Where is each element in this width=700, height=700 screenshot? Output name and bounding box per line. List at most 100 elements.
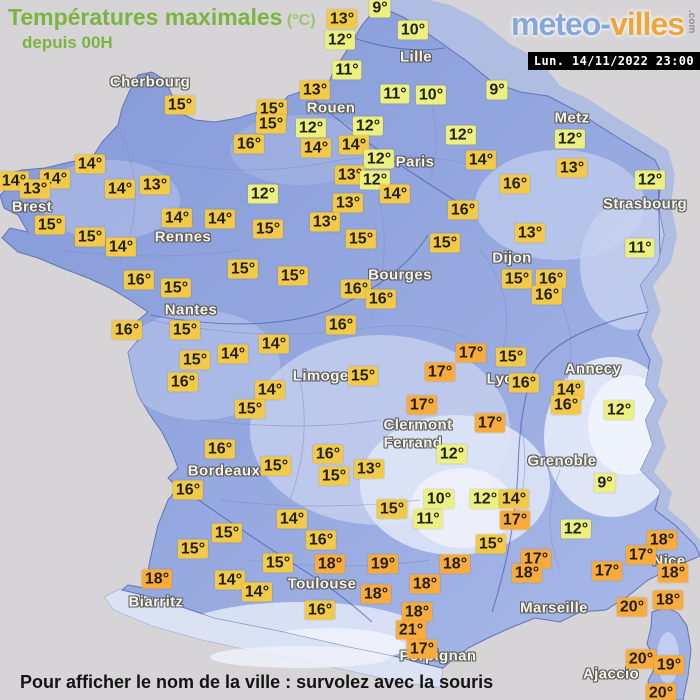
temp-badge[interactable]: 15° <box>260 456 292 476</box>
temp-badge[interactable]: 16° <box>312 444 344 464</box>
temp-badge[interactable]: 14° <box>105 237 137 257</box>
temp-badge[interactable]: 12° <box>634 170 666 190</box>
temp-badge[interactable]: 17° <box>455 343 487 363</box>
temp-badge[interactable]: 13° <box>332 193 364 213</box>
temp-badge[interactable]: 18° <box>314 554 346 574</box>
temp-badge[interactable]: 16° <box>508 373 540 393</box>
temp-badge[interactable]: 13° <box>139 175 171 195</box>
temp-badge[interactable]: 14° <box>254 380 286 400</box>
temp-badge[interactable]: 14° <box>104 179 136 199</box>
temp-badge[interactable]: 9° <box>369 0 391 18</box>
site-logo[interactable]: meteo-villes .com <box>511 6 697 43</box>
temp-badge[interactable]: 13° <box>353 459 385 479</box>
temp-badge[interactable]: 15° <box>475 534 507 554</box>
temp-badge[interactable]: 13° <box>19 179 51 199</box>
temp-badge[interactable]: 14° <box>204 209 236 229</box>
temp-badge[interactable]: 17° <box>406 395 438 415</box>
temp-badge[interactable]: 12° <box>324 30 356 50</box>
temp-badge[interactable]: 11° <box>380 84 410 104</box>
temp-badge[interactable]: 14° <box>553 380 585 400</box>
temp-badge[interactable]: 15° <box>345 229 377 249</box>
temp-badge[interactable]: 20° <box>625 649 657 669</box>
temp-badge[interactable]: 16° <box>304 600 336 620</box>
temp-badge[interactable]: 11° <box>332 60 362 80</box>
temp-badge[interactable]: 16° <box>550 395 582 415</box>
temp-badge[interactable]: 16° <box>499 174 531 194</box>
temp-badge[interactable]: 14° <box>74 154 106 174</box>
temp-badge[interactable]: 14° <box>379 184 411 204</box>
temp-badge[interactable]: 13° <box>334 165 366 185</box>
temp-badge[interactable]: 14° <box>338 135 370 155</box>
temp-badge[interactable]: 20° <box>616 597 648 617</box>
temp-badge[interactable]: 12° <box>295 118 327 138</box>
temp-badge[interactable]: 12° <box>436 444 468 464</box>
temp-badge[interactable]: 12° <box>554 129 586 149</box>
temp-badge[interactable]: 18° <box>652 590 684 610</box>
temp-badge[interactable]: 18° <box>511 563 543 583</box>
temp-badge[interactable]: 14° <box>258 334 290 354</box>
temp-badge[interactable]: 14° <box>217 344 249 364</box>
temp-badge[interactable]: 21° <box>395 620 427 640</box>
temp-badge[interactable]: 16° <box>447 200 479 220</box>
temp-badge[interactable]: 13° <box>299 80 331 100</box>
temp-badge[interactable]: 11° <box>625 238 655 258</box>
temp-badge[interactable]: 18° <box>360 584 392 604</box>
temp-badge[interactable]: 16° <box>123 270 155 290</box>
temp-badge[interactable]: 15° <box>255 114 287 134</box>
temp-badge[interactable]: 13° <box>326 9 358 29</box>
temp-badge[interactable]: 16° <box>233 134 265 154</box>
temp-badge[interactable]: 16° <box>535 269 567 289</box>
temp-badge[interactable]: 15° <box>256 99 288 119</box>
temp-badge[interactable]: 9° <box>594 473 616 493</box>
temp-badge[interactable]: 15° <box>277 266 309 286</box>
temp-badge[interactable]: 12° <box>247 184 279 204</box>
temp-badge[interactable]: 9° <box>486 80 508 100</box>
temp-badge[interactable]: 16° <box>111 320 143 340</box>
temp-badge[interactable]: 15° <box>169 320 201 340</box>
temp-badge[interactable]: 18° <box>401 602 433 622</box>
temp-badge[interactable]: 17° <box>499 510 531 530</box>
temp-badge[interactable]: 19° <box>653 655 685 675</box>
temp-badge[interactable]: 12° <box>603 400 635 420</box>
temp-badge[interactable]: 14° <box>300 138 332 158</box>
temp-badge[interactable]: 15° <box>177 539 209 559</box>
temp-badge[interactable]: 15° <box>179 350 211 370</box>
temp-badge[interactable]: 19° <box>367 554 399 574</box>
temp-badge[interactable]: 11° <box>413 509 443 529</box>
temp-badge[interactable]: 15° <box>495 347 527 367</box>
temp-badge[interactable]: 12° <box>469 489 501 509</box>
temp-badge[interactable]: 15° <box>501 269 533 289</box>
temp-badge[interactable]: 13° <box>556 158 588 178</box>
temp-badge[interactable]: 10° <box>397 20 429 40</box>
temp-badge[interactable]: 15° <box>429 233 461 253</box>
temp-badge[interactable]: 15° <box>262 553 294 573</box>
temp-badge[interactable]: 17° <box>591 561 623 581</box>
temp-badge[interactable]: 16° <box>325 315 357 335</box>
temp-badge[interactable]: 15° <box>164 95 196 115</box>
temp-badge[interactable]: 15° <box>227 259 259 279</box>
temp-badge[interactable]: 15° <box>211 523 243 543</box>
temp-badge[interactable]: 14° <box>161 208 193 228</box>
temp-badge[interactable]: 10° <box>423 489 455 509</box>
temp-badge[interactable]: 20° <box>645 683 677 700</box>
temp-badge[interactable]: 18° <box>646 530 678 550</box>
temp-badge[interactable]: 15° <box>252 219 284 239</box>
temp-badge[interactable]: 16° <box>305 530 337 550</box>
temp-badge[interactable]: 16° <box>204 439 236 459</box>
temp-badge[interactable]: 12° <box>363 149 395 169</box>
temp-badge[interactable]: 18° <box>657 563 689 583</box>
temp-badge[interactable]: 15° <box>34 215 66 235</box>
temp-badge[interactable]: 14° <box>241 582 273 602</box>
temp-badge[interactable]: 18° <box>141 569 173 589</box>
temp-badge[interactable]: 16° <box>531 285 563 305</box>
temp-badge[interactable]: 15° <box>318 466 350 486</box>
temp-badge[interactable]: 12° <box>445 125 477 145</box>
temp-badge[interactable]: 12° <box>560 519 592 539</box>
temp-badge[interactable]: 14° <box>276 509 308 529</box>
temp-badge[interactable]: 13° <box>514 223 546 243</box>
temp-badge[interactable]: 15° <box>376 499 408 519</box>
temp-badge[interactable]: 16° <box>340 279 372 299</box>
temp-badge[interactable]: 16° <box>172 480 204 500</box>
temp-badge[interactable]: 15° <box>347 366 379 386</box>
